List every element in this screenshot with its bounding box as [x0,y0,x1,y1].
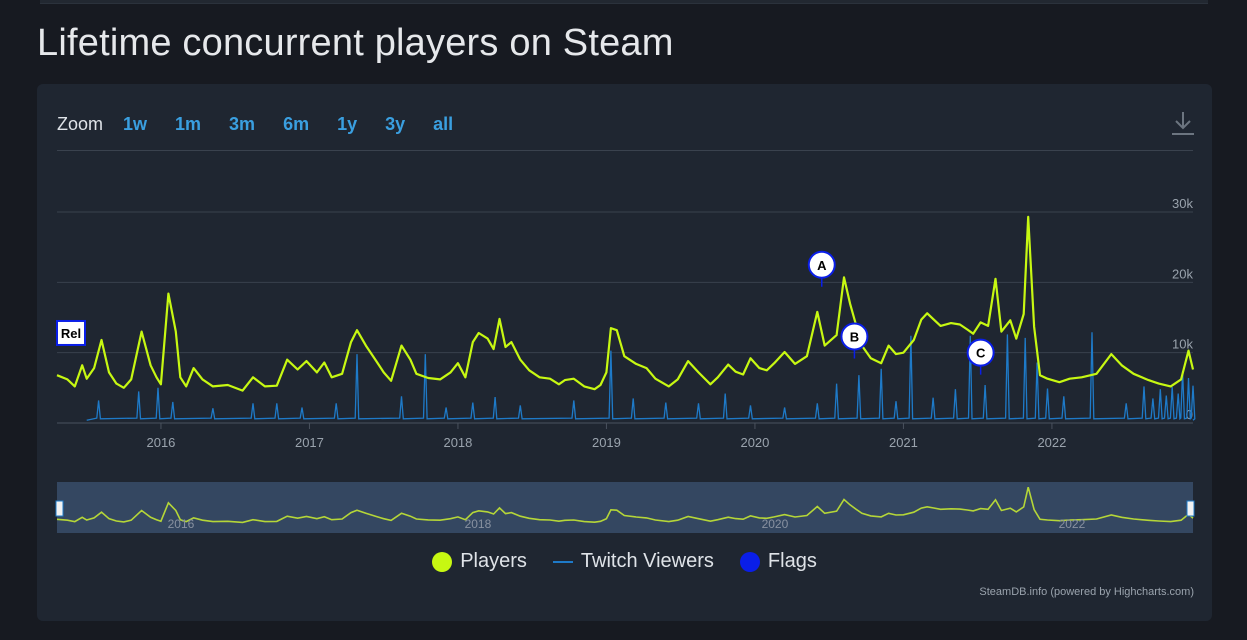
players-line [56,215,1195,392]
flag-label: A [817,258,827,273]
x-tick-label: 2022 [1037,435,1066,450]
zoom-3m-button[interactable]: 3m [229,113,256,134]
navigator-left-handle[interactable] [55,500,64,517]
navigator-tick-label: 2016 [168,517,195,531]
x-tick-label: 2018 [443,435,472,450]
flag-label: C [976,346,986,361]
zoom-1y-button[interactable]: 1y [337,113,358,134]
navigator-tick-label: 2022 [1059,517,1086,531]
twitch-viewers-line [86,332,1196,421]
navigator-selection[interactable] [57,482,1193,533]
y-tick-label: 20k [1172,266,1193,281]
zoom-1w-button[interactable]: 1w [123,113,148,134]
zoom-1m-button[interactable]: 1m [175,113,202,134]
zoom-3y-button[interactable]: 3y [385,113,406,134]
zoom-label: Zoom [57,113,104,134]
legend-item-flags[interactable]: Flags [739,550,817,573]
flag-label: B [850,329,859,344]
players-dot-icon [432,551,453,572]
legend: Players Twitch Viewers Flags [37,550,1212,573]
x-tick-label: 2019 [592,435,621,450]
navigator-tick-label: 2020 [762,517,789,531]
twitch-line-icon [552,560,573,563]
x-tick-label: 2017 [295,435,324,450]
top-divider [40,0,1208,4]
navigator-right-handle[interactable] [1186,500,1195,517]
zoom-6m-button[interactable]: 6m [283,113,310,134]
legend-label-twitch-viewers: Twitch Viewers [580,550,714,572]
legend-item-players[interactable]: Players [432,550,527,573]
legend-item-twitch-viewers[interactable]: Twitch Viewers [552,550,714,573]
y-tick-label: 30k [1172,196,1193,211]
x-tick-label: 2016 [146,435,175,450]
legend-label-flags: Flags [767,550,817,572]
flag-label: Rel [61,326,81,341]
y-tick-label: 10k [1172,337,1193,352]
toolbar-divider [57,150,1193,151]
legend-label-players: Players [460,550,527,572]
navigator-players-line [56,486,1194,524]
flag-marker[interactable] [807,250,836,279]
zoom-bar: Zoom 1w 1m 3m 6m 1y 3y all [57,112,467,136]
x-tick-label: 2021 [889,435,918,450]
chart-area: 0 10k 20k 30k 2016 2017 2018 2019 2020 2021 2022 Re… [55,196,1196,533]
page-title: Lifetime concurrent players on Steam [37,22,674,64]
flag-marker[interactable] [840,322,869,351]
y-tick-label: 0 [1186,407,1193,422]
flag-release-marker[interactable] [56,319,86,346]
chart-card: Zoom 1w 1m 3m 6m 1y 3y all 0 10k 20k 30k 201… [37,84,1212,621]
zoom-all-button[interactable]: all [433,113,454,134]
download-icon[interactable] [1171,110,1195,136]
x-tick-label: 2020 [740,435,769,450]
flag-marker[interactable] [966,338,995,367]
credits[interactable]: SteamDB.info (powered by Highcharts.com) [979,586,1194,598]
navigator-tick-label: 2018 [465,517,492,531]
flags-dot-icon [739,551,760,572]
